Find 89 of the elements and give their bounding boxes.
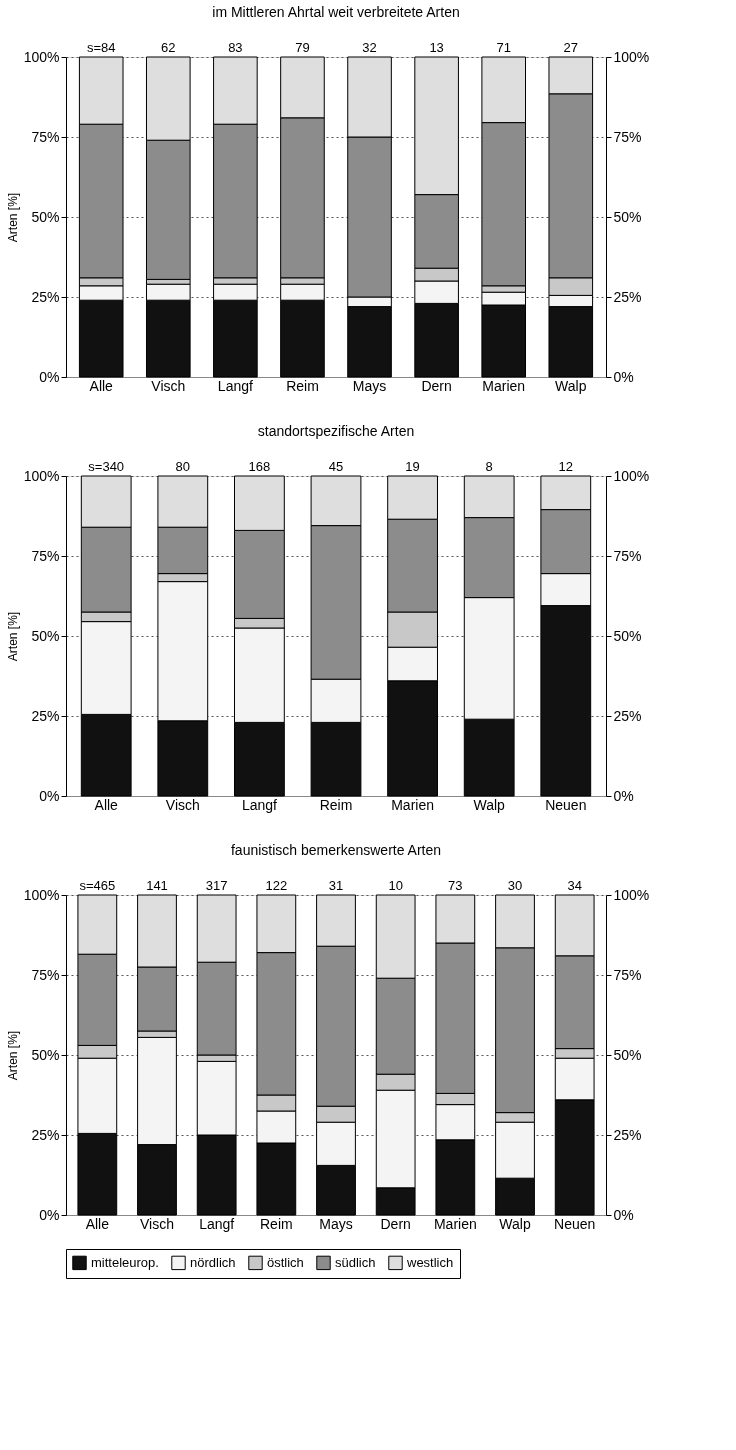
y-tick-label: 75% [31, 966, 60, 983]
annotation: 8 [485, 459, 493, 474]
y2-tick-label: 50% [613, 627, 642, 644]
y2-tick-label: 50% [613, 208, 642, 225]
x-tick-label: Neuen [545, 796, 587, 813]
annotation: 71 [496, 40, 511, 55]
y2-tick-label: 25% [613, 288, 642, 305]
x-tick-label: Walp [499, 1215, 531, 1232]
y-tick-label: 0% [39, 787, 60, 804]
y2-tick-label: 25% [613, 1126, 642, 1143]
legend-label: östlich [267, 1254, 304, 1270]
legend-label: nördlich [190, 1254, 236, 1270]
x-tick-label: Reim [260, 1215, 293, 1232]
x-tick-label: Visch [151, 377, 186, 394]
y-axis-title: Arten [%] [5, 1030, 20, 1081]
annotation: 13 [429, 40, 444, 55]
y-tick-label: 75% [31, 547, 60, 564]
legend-label: mitteleurop. [91, 1254, 159, 1270]
x-tick-label: Marien [391, 796, 434, 813]
annotation: 34 [567, 878, 582, 893]
annotation: 12 [558, 459, 574, 474]
annotation: s=84 [86, 40, 116, 55]
annotation: 27 [563, 40, 579, 55]
y-tick-label: 25% [31, 1126, 60, 1143]
annotation: 45 [328, 459, 344, 474]
annotation: 10 [388, 878, 403, 893]
y-tick-label: 25% [31, 707, 60, 724]
annotation: s=340 [88, 459, 125, 474]
annotation: 30 [507, 878, 523, 893]
annotation: 83 [228, 40, 243, 55]
x-tick-label: Neuen [554, 1215, 596, 1232]
legend-label: westlich [406, 1254, 454, 1270]
legend-label: südlich [335, 1254, 376, 1270]
annotation: 31 [328, 878, 344, 893]
y2-tick-label: 75% [613, 547, 642, 564]
y-tick-label: 50% [31, 208, 60, 225]
x-tick-label: Marien [482, 377, 526, 394]
x-tick-label: Walp [555, 377, 587, 394]
annotation: 317 [205, 878, 228, 893]
y2-tick-label: 50% [613, 1046, 642, 1063]
y-axis-title: Arten [%] [5, 611, 20, 662]
annotation: s=465 [79, 878, 116, 893]
x-tick-label: Walp [473, 796, 506, 813]
annotation: 32 [362, 40, 377, 55]
annotation: 122 [265, 878, 288, 893]
x-tick-label: Langf [241, 796, 278, 813]
y-tick-label: 100% [23, 886, 60, 903]
annotation: 62 [161, 40, 176, 55]
y2-tick-label: 25% [613, 707, 642, 724]
x-tick-label: Langf [217, 377, 253, 394]
annotation: 168 [248, 459, 271, 474]
x-tick-label: Reim [286, 377, 319, 394]
y2-tick-label: 100% [613, 48, 650, 65]
y-tick-label: 75% [31, 128, 60, 145]
annotation: 80 [175, 459, 191, 474]
y-tick-label: 0% [39, 368, 60, 385]
annotation: 79 [295, 40, 310, 55]
x-tick-label: Alle [85, 1215, 110, 1232]
chart-title: standortspezifische Arten [257, 423, 415, 439]
annotation: 73 [448, 878, 463, 893]
annotation: 19 [405, 459, 420, 474]
x-tick-label: Langf [199, 1215, 235, 1232]
x-tick-label: Marien [433, 1215, 477, 1232]
y2-tick-label: 100% [613, 467, 650, 484]
y2-tick-label: 75% [613, 966, 642, 983]
y2-tick-label: 0% [613, 787, 634, 804]
y-tick-label: 0% [39, 1206, 60, 1223]
y-axis-title: Arten [%] [5, 192, 20, 243]
x-tick-label: Visch [165, 796, 200, 813]
y-tick-label: 100% [23, 48, 60, 65]
annotation: 141 [146, 878, 168, 893]
x-tick-label: Dern [380, 1215, 411, 1232]
y2-tick-label: 0% [613, 368, 634, 385]
y2-tick-label: 75% [613, 128, 642, 145]
chart-title: faunistisch bemerkenswerte Arten [230, 842, 442, 858]
x-tick-label: Mays [319, 1215, 353, 1232]
x-tick-label: Alle [89, 377, 114, 394]
x-tick-label: Alle [94, 796, 119, 813]
y-tick-label: 50% [31, 627, 60, 644]
y-tick-label: 25% [31, 288, 60, 305]
x-tick-label: Dern [421, 377, 452, 394]
y-tick-label: 50% [31, 1046, 60, 1063]
y-tick-label: 100% [23, 467, 60, 484]
y2-tick-label: 0% [613, 1206, 634, 1223]
chart-title: im Mittleren Ahrtal weit verbreitete Arten [212, 4, 460, 20]
x-tick-label: Reim [319, 796, 353, 813]
x-tick-label: Mays [352, 377, 387, 394]
y2-tick-label: 100% [613, 886, 650, 903]
x-tick-label: Visch [140, 1215, 174, 1232]
